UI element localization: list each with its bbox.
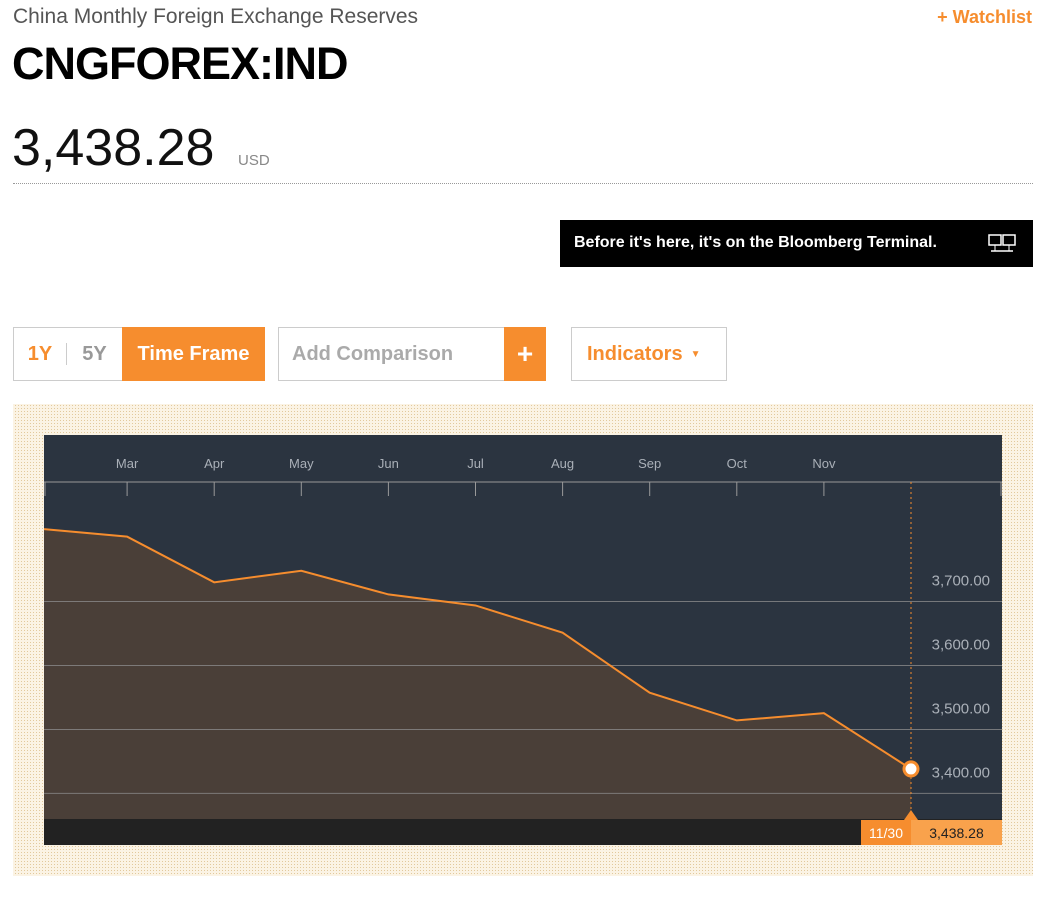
ticker: CNGFOREX:IND	[12, 38, 348, 89]
y-tick-label: 3,400.00	[932, 764, 990, 781]
currency: USD	[238, 152, 270, 169]
tooltip-pointer	[904, 810, 918, 820]
x-tick-label: Jul	[467, 456, 484, 471]
tooltip-value-box	[911, 820, 1002, 845]
comparison-input[interactable]: Add Comparison	[278, 327, 506, 381]
tooltip-date: 11/30	[869, 825, 903, 841]
tooltip-date-box	[861, 820, 911, 845]
terminal-icon	[988, 234, 1016, 252]
y-tick-label: 3,600.00	[932, 636, 990, 653]
indicators-dropdown[interactable]: Indicators ▼	[571, 327, 727, 381]
chart: Mar Apr May Jun Jul Aug Sep Oct Nov 3,400.00 3,500…	[13, 404, 1033, 876]
indicators-label: Indicators	[587, 342, 683, 365]
x-tick-label: Oct	[727, 456, 748, 471]
x-tick-label: Jun	[378, 456, 399, 471]
x-tick-label: Apr	[204, 456, 225, 471]
x-tick-label: May	[289, 456, 314, 471]
line	[43, 528, 912, 770]
subtitle: China Monthly Foreign Exchange Reserves	[13, 5, 419, 28]
point-marker	[902, 760, 920, 778]
range-5y[interactable]: 5Y	[82, 342, 107, 365]
add-comparison-button[interactable]: +	[504, 327, 546, 381]
price: 3,438.28	[12, 119, 215, 177]
separator	[66, 343, 67, 365]
tooltip-value: 3,438.28	[929, 825, 984, 841]
x-tick-label: Nov	[812, 456, 836, 471]
terminal-banner[interactable]: Before it's here, it's on the Bloomberg …	[560, 220, 1033, 267]
x-tick-label: Aug	[551, 456, 574, 471]
range-1y[interactable]: 1Y	[27, 342, 53, 365]
y-tick-label: 3,700.00	[932, 573, 990, 590]
dropdown-arrow: ▼	[690, 348, 701, 360]
divider	[13, 183, 1033, 184]
x-tick-label: Sep	[638, 456, 661, 471]
plot-footer	[44, 819, 1002, 845]
x-tick-label: Mar	[116, 456, 139, 471]
banner-text: Before it's here, it's on the Bloomberg …	[574, 234, 937, 251]
watchlist-link[interactable]: + Watchlist	[937, 7, 1032, 27]
time-frame-button[interactable]: Time Frame	[122, 327, 265, 381]
y-tick-label: 3,500.00	[932, 700, 990, 717]
